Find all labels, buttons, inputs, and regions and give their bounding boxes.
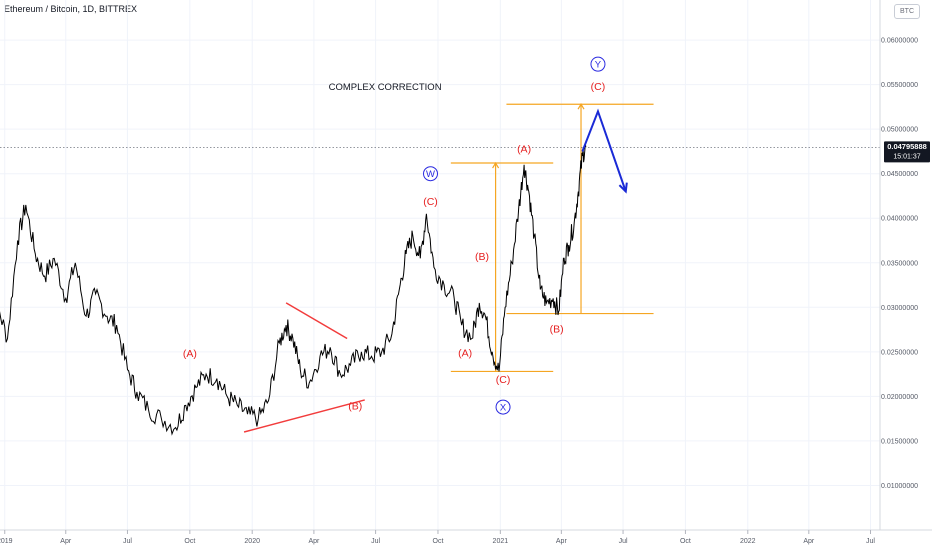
y-tick-label: 0.03000000	[881, 305, 918, 312]
triangle-layer	[243, 302, 365, 433]
wave-label: (B)	[348, 401, 362, 413]
projection-arrowhead	[618, 182, 628, 194]
x-tick-label: 2022	[740, 538, 756, 545]
grid-layer	[0, 0, 880, 530]
x-tick-label: Apr	[308, 538, 320, 545]
wave-circle	[423, 166, 439, 182]
x-tick-label: Apr	[803, 538, 815, 545]
measure-arrowhead	[492, 161, 500, 169]
bar-countdown: 15:01:37	[893, 153, 920, 160]
wave-label: (B)	[475, 251, 489, 263]
triangle-boundary-line	[243, 399, 365, 433]
wave-label: (A)	[458, 347, 472, 359]
time-axis[interactable]: 2019 Apr Jul Oct 2020 Apr Jul Oct 2021 Apr Jul Oct 2…	[0, 530, 875, 545]
x-tick-label: Jul	[866, 538, 875, 545]
last-price-tag-bg	[884, 141, 930, 163]
y-tick-label: 0.02000000	[881, 394, 918, 401]
wave-label: (C)	[591, 81, 606, 93]
fib-levels-layer	[450, 103, 654, 373]
price-axis[interactable]: 0.06000000 0.05500000 0.05000000 0.04500000…	[881, 38, 918, 490]
x-tick-label: Jul	[619, 538, 628, 545]
x-tick-label: Jul	[371, 538, 380, 545]
wave-label: (A)	[517, 143, 531, 155]
wave-circle	[495, 399, 511, 415]
last-price-value: 0.04795888	[887, 142, 927, 151]
x-tick-label: 2021	[493, 538, 509, 545]
y-tick-label: 0.05000000	[881, 127, 918, 134]
x-tick-label: 2019	[0, 538, 13, 545]
wave-circle-label: Y	[595, 60, 602, 71]
x-tick-label: Oct	[680, 538, 691, 545]
x-tick-label: Oct	[184, 538, 195, 545]
projection-arrow-line	[581, 108, 627, 192]
y-tick-label: 0.02500000	[881, 349, 918, 356]
projection-layer	[581, 108, 628, 194]
y-tick-label: 0.04500000	[881, 171, 918, 178]
y-tick-label: 0.01500000	[881, 438, 918, 445]
measure-arrowhead	[577, 103, 585, 110]
annotation-note: COMPLEX CORRECTION	[329, 82, 442, 93]
wave-label: (C)	[496, 374, 511, 386]
wave-labels-layer: COMPLEX CORRECTION (A) (B) (C) W (A) (B) (C) X (A…	[183, 56, 606, 415]
x-tick-label: 2020	[244, 538, 260, 545]
wave-circle-label: X	[500, 403, 507, 414]
y-tick-label: 0.01000000	[881, 483, 918, 490]
x-tick-label: Oct	[433, 538, 444, 545]
currency-badge[interactable]: BTC	[894, 4, 920, 19]
triangle-boundary-line	[285, 302, 348, 340]
wave-circle-label: W	[426, 169, 435, 180]
price-series-line	[0, 143, 587, 436]
measure-layer	[492, 103, 585, 372]
y-tick-label: 0.04000000	[881, 216, 918, 223]
x-tick-label: Apr	[556, 538, 568, 545]
y-tick-label: 0.06000000	[881, 38, 918, 45]
wave-label: (C)	[423, 196, 438, 208]
wave-label: (B)	[550, 323, 564, 335]
wave-circle	[590, 56, 606, 72]
y-tick-label: 0.03500000	[881, 260, 918, 267]
x-tick-label: Apr	[60, 538, 72, 545]
last-price-tag: 0.04795888 15:01:37	[884, 141, 930, 163]
y-tick-label: 0.05500000	[881, 82, 918, 89]
wave-label: (A)	[183, 348, 197, 360]
x-tick-label: Jul	[123, 538, 132, 545]
symbol-title[interactable]: Ethereum / Bitcoin, 1D, BITTREX	[4, 4, 138, 14]
